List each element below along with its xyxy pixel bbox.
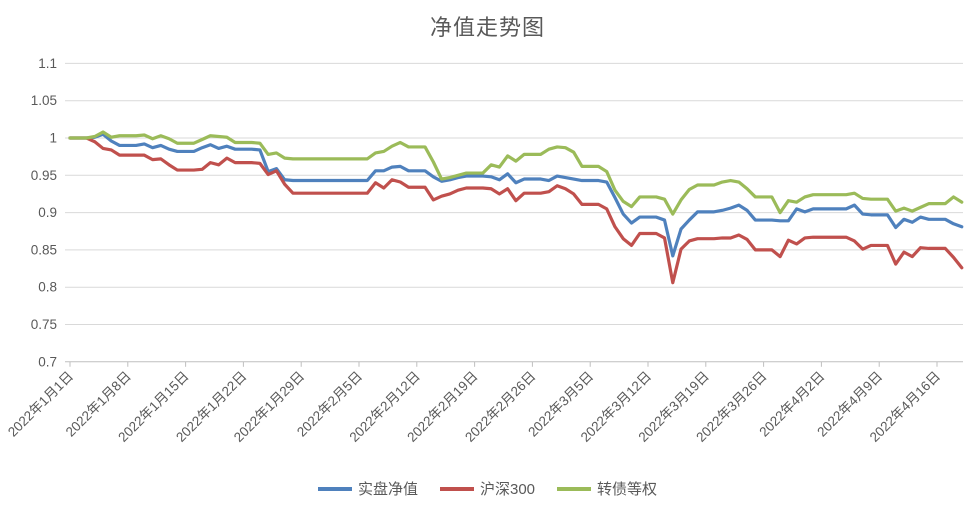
y-axis-label: 1.1 (38, 56, 57, 71)
y-axis-label: 1.05 (31, 93, 57, 108)
y-axis-label: 0.85 (31, 242, 57, 257)
legend-label-1: 沪深300 (479, 481, 536, 498)
legend: 实盘净值 沪深300 转债等权 (0, 478, 975, 499)
y-axis-label: 0.75 (31, 317, 57, 332)
legend-item-2[interactable]: 转债等权 (557, 478, 657, 499)
series-line-1[interactable] (68, 136, 964, 285)
series-line-0[interactable] (68, 132, 964, 258)
legend-label-2: 转债等权 (597, 481, 658, 498)
series-line-2[interactable] (68, 130, 964, 216)
legend-label-0: 实盘净值 (357, 481, 418, 498)
y-axis-label: 0.8 (38, 280, 57, 295)
legend-swatch-1 (439, 486, 474, 491)
y-axis-label: 0.9 (38, 205, 57, 220)
legend-item-1[interactable]: 沪深300 (439, 478, 536, 499)
y-axis-label: 0.7 (38, 354, 57, 369)
legend-item-0[interactable]: 实盘净值 (317, 478, 418, 499)
chart-title: 净值走势图 (429, 15, 545, 40)
legend-swatch-2 (557, 486, 592, 491)
legend-swatch-0 (317, 486, 352, 491)
y-axis-label: 0.95 (31, 168, 57, 183)
y-axis-label: 1 (49, 131, 57, 146)
